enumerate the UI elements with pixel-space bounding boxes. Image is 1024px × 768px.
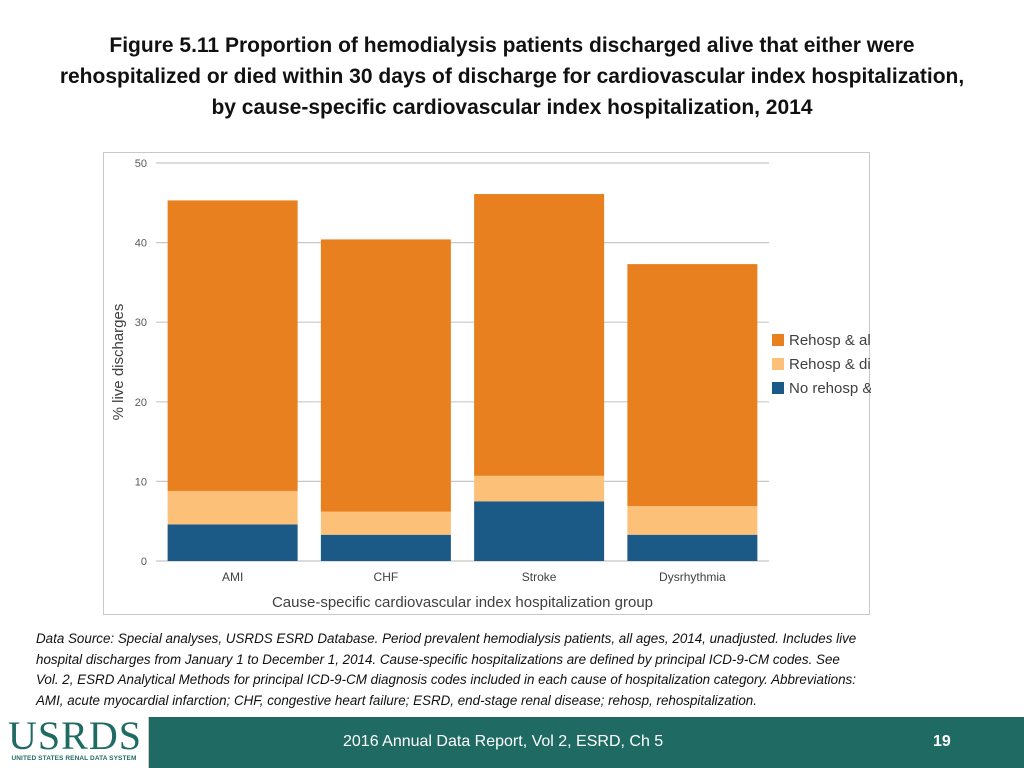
bar-segment [474,475,605,502]
footnote-line: Data Source: Special analyses, USRDS ESR… [36,631,857,646]
title-line: rehospitalized or died within 30 days of… [59,65,965,88]
legend-swatch [772,334,784,346]
x-tick-label: AMI [222,570,243,584]
y-tick-label: 30 [135,317,147,329]
bar-segment [627,264,758,507]
bar-segment [627,534,758,561]
logo-wordmark: USRDS [8,713,142,758]
x-tick-label: Stroke [522,570,557,584]
legend-label: Rehosp & alive [789,332,871,349]
y-tick-label: 40 [135,238,147,250]
title-line: by cause-specific cardiovascular index h… [211,96,813,119]
x-tick-label: Dysrhythmia [659,570,726,584]
bar-segment [320,534,451,561]
legend-swatch [772,382,784,394]
y-tick-label: 20 [135,397,147,409]
y-tick-label: 10 [135,476,147,488]
bar-segment [627,506,758,535]
bar-segment [167,200,298,491]
bar-segment [320,239,451,512]
legend-label: No rehosp & died [789,380,871,397]
bar-segment [167,524,298,561]
bar-segment [167,490,298,525]
footnote-line: hospital discharges from January 1 to De… [36,651,840,667]
page-number: 19 [933,733,951,750]
x-axis-title: Cause-specific cardiovascular index hosp… [272,594,653,611]
data-source-footnote: Data Source: Special analyses, USRDS ESR… [36,629,996,711]
x-tick-label: CHF [374,570,399,584]
footer-bar: USRDS UNITED STATES RENAL DATA SYSTEM 20… [0,713,1024,768]
title-line: Figure 5.11 Proportion of hemodialysis p… [109,34,915,57]
bar-segment [474,194,605,476]
bar-segment [320,511,451,535]
y-tick-label: 50 [135,158,147,170]
y-axis-title: % live discharges [110,304,127,421]
footnote-line: Vol. 2, ESRD Analytical Methods for prin… [36,672,856,687]
legend-swatch [772,358,784,370]
legend-label: Rehosp & died [789,356,871,373]
chart-frame: 0 10 20 30 40 50 AMI CHF Stroke Dysrhythmia Cause-… [103,152,871,615]
logo-subtitle: UNITED STATES RENAL DATA SYSTEM [11,755,137,762]
bar-segment [474,501,605,561]
figure-title: Figure 5.11 Proportion of hemodialysis p… [10,30,1014,123]
usrds-logo: USRDS UNITED STATES RENAL DATA SYSTEM [0,713,149,768]
report-label: 2016 Annual Data Report, Vol 2, ESRD, Ch… [343,733,664,750]
footnote-line: AMI, acute myocardial infarction; CHF, c… [36,692,757,708]
stacked-bar-chart: 0 10 20 30 40 50 AMI CHF Stroke Dysrhythmia Cause-… [110,158,871,611]
y-tick-label: 0 [141,556,147,568]
